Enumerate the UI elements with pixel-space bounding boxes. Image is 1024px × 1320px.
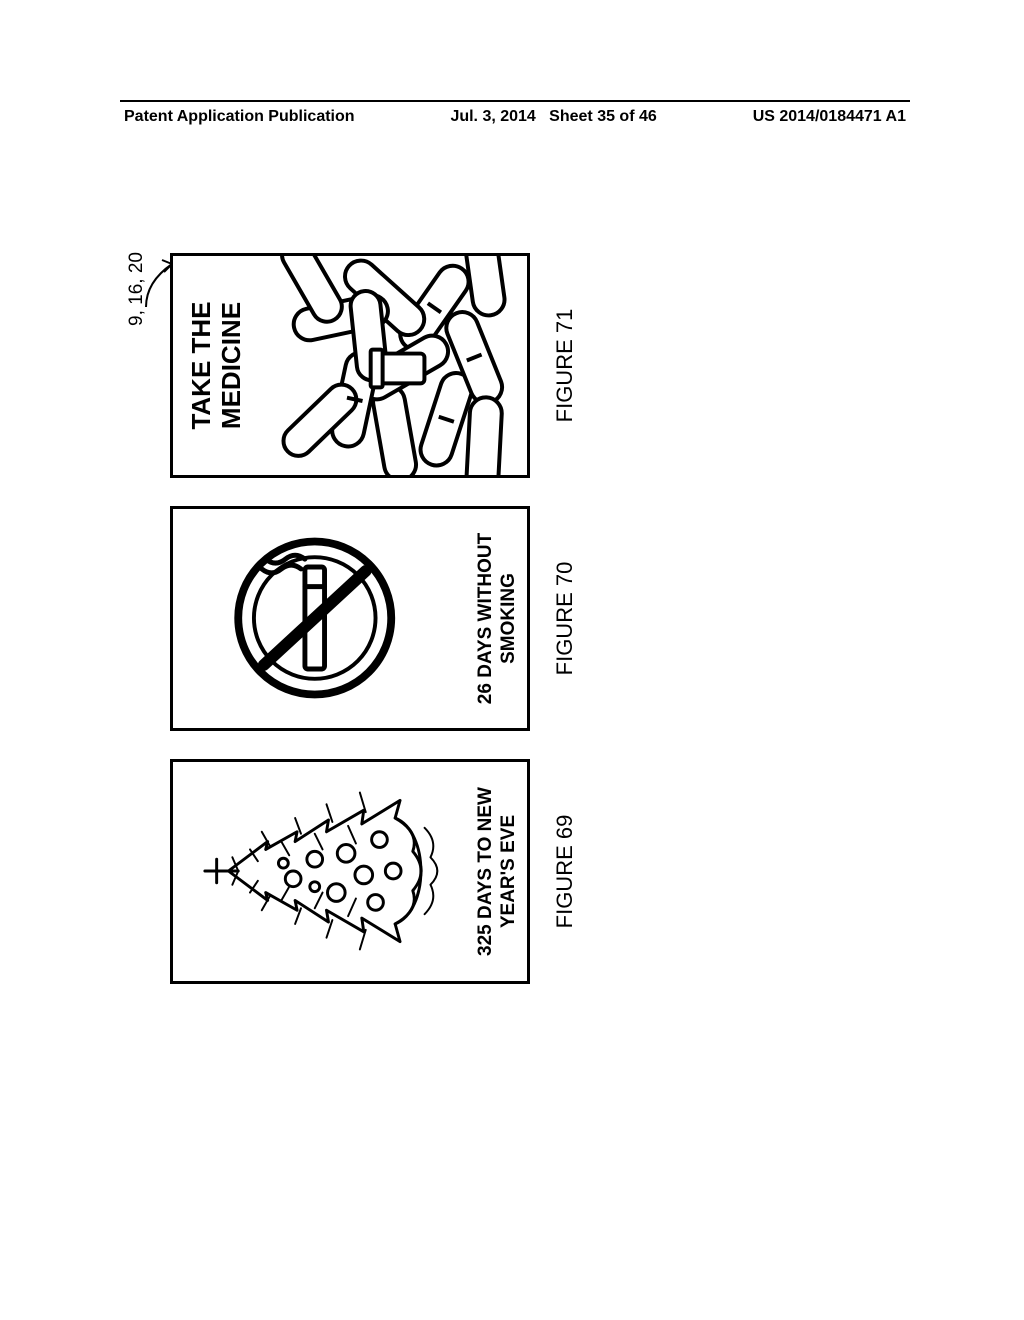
figure-69-caption: 325 DAYS TO NEW YEAR'S EVE: [475, 787, 521, 956]
header-pubno: US 2014/0184471 A1: [753, 108, 906, 126]
figure-69-label: FIGURE 69: [552, 759, 578, 984]
figure-70-caption-line1: 26 DAYS WITHOUT: [475, 533, 496, 704]
header-publication: Patent Application Publication: [124, 108, 355, 126]
sheet-rotated-container: 9, 16, 20: [170, 232, 860, 992]
figure-70-column: 26 DAYS WITHOUT SMOKING FIGURE 70: [170, 506, 578, 731]
figure-69-panel: 325 DAYS TO NEW YEAR'S EVE: [170, 759, 530, 984]
figure-71-caption-line1: TAKE THE: [186, 301, 216, 429]
header-date: Jul. 3, 2014: [450, 108, 535, 125]
figure-71-panel: TAKE THE MEDICINE: [170, 253, 530, 478]
sheet-content: 9, 16, 20: [170, 232, 860, 992]
christmas-tree-icon: [181, 768, 471, 975]
figure-70-caption: 26 DAYS WITHOUT SMOKING: [475, 533, 521, 704]
figure-69-column: 325 DAYS TO NEW YEAR'S EVE FIGURE 69: [170, 759, 578, 984]
figure-panels-row: 325 DAYS TO NEW YEAR'S EVE FIGURE 69: [170, 232, 578, 992]
figure-70-label: FIGURE 70: [552, 506, 578, 731]
figure-71-caption-line2: MEDICINE: [216, 302, 246, 429]
leader-line-icon: [144, 242, 178, 312]
header-date-sheet: Jul. 3, 2014 Sheet 35 of 46: [450, 108, 656, 126]
figure-71-caption: TAKE THE MEDICINE: [173, 297, 251, 433]
figure-69-caption-line1: 325 DAYS TO NEW: [475, 787, 496, 956]
figure-70-panel: 26 DAYS WITHOUT SMOKING: [170, 506, 530, 731]
figure-69-caption-line2: YEAR'S EVE: [498, 815, 519, 928]
figure-70-caption-line2: SMOKING: [498, 573, 519, 664]
no-smoking-icon: [181, 515, 471, 722]
figure-71-label: FIGURE 71: [552, 253, 578, 478]
page-header: Patent Application Publication Jul. 3, 2…: [120, 102, 910, 126]
figure-71-column: TAKE THE MEDICINE: [170, 253, 578, 478]
pills-icon: [251, 256, 527, 475]
header-sheet: Sheet 35 of 46: [549, 108, 657, 125]
patent-page: Patent Application Publication Jul. 3, 2…: [120, 100, 910, 1120]
